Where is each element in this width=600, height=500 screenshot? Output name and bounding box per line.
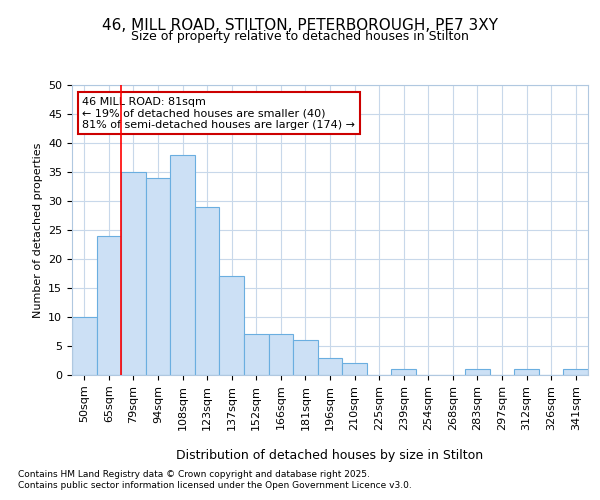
Text: Contains HM Land Registry data © Crown copyright and database right 2025.: Contains HM Land Registry data © Crown c… [18,470,370,479]
Bar [465,369,490,375]
Bar [391,369,416,375]
Bar [72,317,97,375]
Bar [220,276,244,375]
Bar [269,334,293,375]
Bar [146,178,170,375]
Bar [342,364,367,375]
Bar [293,340,318,375]
Text: Distribution of detached houses by size in Stilton: Distribution of detached houses by size … [176,450,484,462]
Bar [121,172,146,375]
Text: 46 MILL ROAD: 81sqm
← 19% of detached houses are smaller (40)
81% of semi-detach: 46 MILL ROAD: 81sqm ← 19% of detached ho… [82,96,355,130]
Bar [563,369,588,375]
Text: 46, MILL ROAD, STILTON, PETERBOROUGH, PE7 3XY: 46, MILL ROAD, STILTON, PETERBOROUGH, PE… [102,18,498,32]
Bar [170,154,195,375]
Bar [514,369,539,375]
Bar [195,207,220,375]
Bar [318,358,342,375]
Text: Contains public sector information licensed under the Open Government Licence v3: Contains public sector information licen… [18,481,412,490]
Y-axis label: Number of detached properties: Number of detached properties [32,142,43,318]
Bar [97,236,121,375]
Bar [244,334,269,375]
Text: Size of property relative to detached houses in Stilton: Size of property relative to detached ho… [131,30,469,43]
